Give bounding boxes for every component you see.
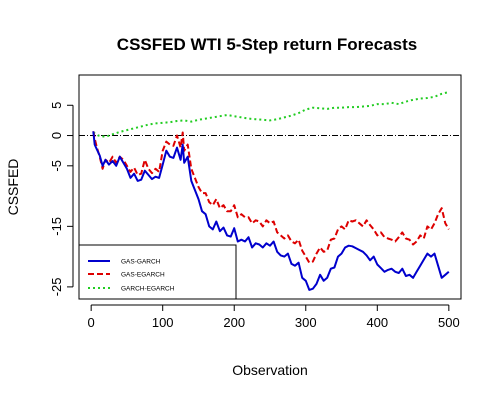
x-tick-label: 400 [366, 315, 388, 330]
series-line-garch-egarch [92, 91, 450, 138]
plot-frame [78, 74, 462, 300]
x-tick-label: 0 [88, 315, 95, 330]
legend-label-garch-egarch: GARCH-EGARCH [121, 286, 175, 293]
x-tick-label: 100 [152, 315, 174, 330]
x-tick-label: 500 [438, 315, 460, 330]
x-axis: 0 100 200 300 400 500 [88, 304, 460, 330]
y-axis: 5 0 -5 -15 -25 [49, 102, 74, 296]
x-axis-label: Observation [232, 362, 307, 378]
legend-label-gas-egarch: GAS-EGARCH [121, 272, 165, 279]
y-tick-label: -5 [49, 160, 64, 172]
x-tick-label: 200 [223, 315, 245, 330]
chart-title: CSSFED WTI 5-Step return Forecasts [117, 35, 417, 54]
plot-area [79, 91, 461, 291]
series-line-gas-egarch [92, 131, 450, 264]
legend: GAS-GARCH GAS-EGARCH GARCH-EGARCH [78, 244, 237, 300]
y-tick-label: 0 [49, 132, 64, 139]
y-tick-label: -25 [49, 277, 64, 296]
x-tick-label: 300 [295, 315, 317, 330]
y-tick-label: 5 [49, 102, 64, 109]
y-tick-label: -15 [49, 217, 64, 236]
legend-box [78, 244, 237, 300]
legend-label-gas-garch: GAS-GARCH [121, 259, 161, 266]
y-axis-label: CSSFED [5, 159, 21, 216]
series-line-gas-garch [92, 131, 450, 291]
